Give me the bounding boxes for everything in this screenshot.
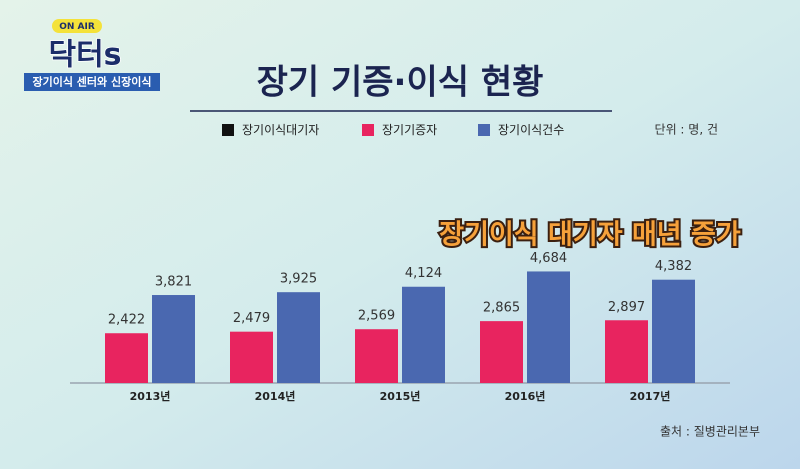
legend-swatch <box>362 124 374 136</box>
source: 출처 : 질병관리본부 <box>660 425 760 439</box>
legend-label: 장기이식대기자 <box>242 123 319 137</box>
logo: ON AIR 닥터s 장기이식 센터와 신장이식 <box>24 19 160 91</box>
bar <box>230 331 273 383</box>
legend-label: 장기이식건수 <box>498 123 564 137</box>
bar <box>277 292 320 383</box>
value-label: 4,684 <box>530 251 567 266</box>
bar <box>105 333 148 383</box>
x-tick-label: 2016년 <box>505 389 546 403</box>
x-tick-label: 2017년 <box>630 389 671 403</box>
bar <box>152 295 195 383</box>
value-label: 2,422 <box>108 313 145 328</box>
bar <box>652 279 695 383</box>
logo-subtitle-bg <box>24 73 160 91</box>
bar <box>527 271 570 383</box>
bar <box>402 286 445 383</box>
logo-badge: ON AIR <box>59 22 95 32</box>
value-label: 2,569 <box>358 309 395 324</box>
unit-note: 단위 : 명, 건 <box>655 123 718 137</box>
logo-name: 닥터s <box>48 38 121 73</box>
value-label: 2,897 <box>608 300 645 315</box>
legend-label: 장기기증자 <box>382 123 437 137</box>
logo-badge-bg <box>52 19 102 33</box>
legend-swatch <box>222 124 234 136</box>
annotation: 장기이식 대기자 매년 증가 <box>439 220 741 251</box>
x-tick-label: 2013년 <box>130 389 171 403</box>
value-label: 3,925 <box>280 272 317 287</box>
value-label: 2,479 <box>233 311 270 326</box>
legend-swatch <box>478 124 490 136</box>
x-tick-label: 2014년 <box>255 389 296 403</box>
value-label: 4,124 <box>405 266 442 281</box>
logo-subtitle: 장기이식 센터와 신장이식 <box>33 75 152 89</box>
bar <box>355 329 398 383</box>
value-label: 4,382 <box>655 259 692 274</box>
value-label: 2,865 <box>483 301 520 316</box>
bar <box>605 320 648 383</box>
value-label: 3,821 <box>155 275 192 290</box>
chart-title: 장기 기증·이식 현황 <box>257 63 544 103</box>
x-tick-label: 2015년 <box>380 389 421 403</box>
bar <box>480 321 523 383</box>
